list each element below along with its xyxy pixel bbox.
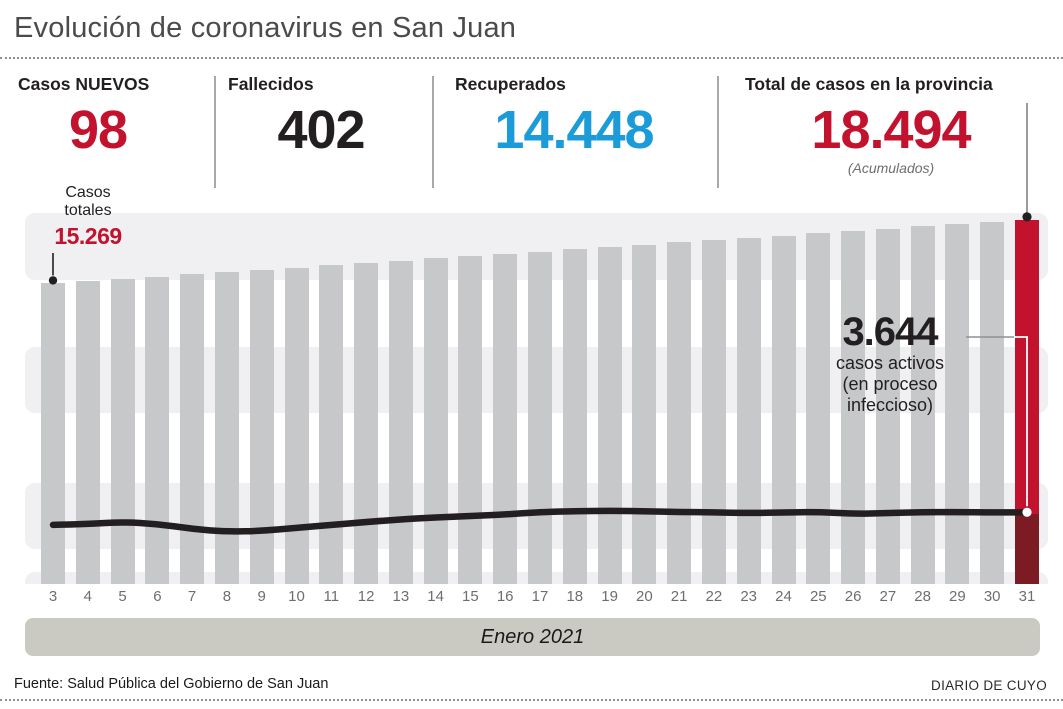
bar-day-13 (388, 260, 413, 584)
publisher-credit: DIARIO DE CUYO (931, 678, 1047, 693)
bar-day-12 (354, 262, 379, 584)
bar-day-22 (701, 240, 726, 584)
bar-day-15 (458, 256, 483, 584)
x-axis-month-band: Enero 2021 (25, 618, 1040, 656)
x-tick-12: 12 (357, 588, 375, 605)
bar-day-19 (597, 247, 622, 584)
x-tick-9: 9 (257, 588, 266, 605)
x-tick-20: 20 (636, 588, 653, 605)
bar-day-9 (249, 269, 274, 584)
stat-divider (717, 76, 719, 188)
x-tick-6: 6 (153, 588, 162, 605)
annotation-active-cases-text: infeccioso) (846, 395, 934, 415)
bar-day-14 (423, 258, 448, 584)
annotation-first-bar-text: Casos (65, 184, 111, 201)
stat-total-cases-note: (Acumulados) (847, 160, 935, 176)
annotation-first-bar-text: totales (64, 202, 112, 219)
bar-day-8 (214, 272, 239, 584)
x-tick-10: 10 (288, 588, 305, 605)
stat-new-cases-label: Casos NUEVOS (18, 74, 150, 94)
stat-deaths-label: Fallecidos (228, 74, 314, 94)
bar-day-17 (528, 251, 552, 584)
bar-day-5 (110, 278, 135, 584)
x-tick-23: 23 (740, 588, 758, 605)
bar-day-11 (319, 265, 344, 584)
page-title: Evolución de coronavirus en San Juan (14, 12, 517, 44)
month-label: Enero 2021 (480, 625, 585, 648)
x-tick-11: 11 (323, 588, 340, 605)
x-tick-14: 14 (427, 588, 444, 605)
x-tick-24: 24 (775, 588, 792, 605)
annotation-active-cases-text: casos activos (835, 353, 945, 373)
x-tick-7: 7 (187, 588, 197, 605)
bar-day-21 (667, 242, 692, 584)
x-tick-4: 4 (83, 588, 92, 605)
stat-recovered-label: Recuperados (455, 74, 566, 94)
x-tick-28: 28 (914, 588, 931, 605)
stat-new-cases: Casos NUEVOS 98 (18, 74, 178, 159)
stat-total-cases-label: Total de casos en la provincia (745, 74, 993, 94)
stat-total-cases: Total de casos en la provincia 18.494 (A… (745, 74, 1037, 176)
x-tick-19: 19 (601, 588, 618, 605)
x-tick-8: 8 (222, 588, 232, 605)
stat-recovered-value: 14.448 (494, 100, 654, 160)
annotation-active-cases: 3.644 casos activos (en proceso infeccio… (788, 311, 992, 416)
x-tick-30: 30 (983, 588, 1001, 605)
x-tick-22: 22 (705, 588, 723, 605)
x-tick-29: 29 (949, 588, 966, 605)
bar-day-3 (41, 283, 65, 584)
annotation-first-bar: Casos totales 15.269 (28, 184, 148, 250)
stat-deaths: Fallecidos 402 (228, 74, 414, 159)
x-tick-26: 26 (844, 588, 862, 605)
annotation-first-bar-value: 15.269 (54, 223, 122, 249)
bar-day-7 (180, 274, 205, 584)
stat-recovered: Recuperados 14.448 (455, 74, 693, 159)
stat-deaths-value: 402 (277, 100, 365, 160)
stat-divider (432, 76, 434, 188)
x-tick-5: 5 (118, 588, 127, 605)
bar-day-20 (632, 244, 657, 584)
x-tick-18: 18 (566, 588, 584, 605)
dotted-divider-top (0, 57, 1063, 59)
bar-day-4 (75, 281, 100, 584)
stat-divider (214, 76, 216, 188)
x-tick-17: 17 (531, 588, 549, 605)
annotation-active-cases-text: (en proceso (842, 374, 938, 394)
bar-day-23 (736, 237, 761, 584)
bar-day-10 (284, 267, 309, 584)
x-tick-16: 16 (496, 588, 514, 605)
x-tick-27: 27 (879, 588, 897, 605)
x-tick-31: 31 (1018, 588, 1036, 605)
stat-total-cases-value: 18.494 (811, 100, 971, 160)
bar-day-6 (145, 276, 170, 584)
bar-day-31-below-line (1015, 514, 1039, 584)
x-tick-13: 13 (392, 588, 410, 605)
dotted-divider-bottom (0, 699, 1063, 701)
annotation-active-cases-value: 3.644 (842, 310, 938, 354)
bar-day-16 (493, 253, 518, 584)
x-tick-25: 25 (809, 588, 827, 605)
x-tick-15: 15 (462, 588, 479, 605)
x-tick-3: 3 (48, 588, 58, 605)
x-tick-21: 21 (670, 588, 688, 605)
stat-new-cases-value: 98 (68, 100, 128, 160)
source-credit: Fuente: Salud Pública del Gobierno de Sa… (14, 676, 329, 692)
bar-day-18 (562, 249, 587, 584)
